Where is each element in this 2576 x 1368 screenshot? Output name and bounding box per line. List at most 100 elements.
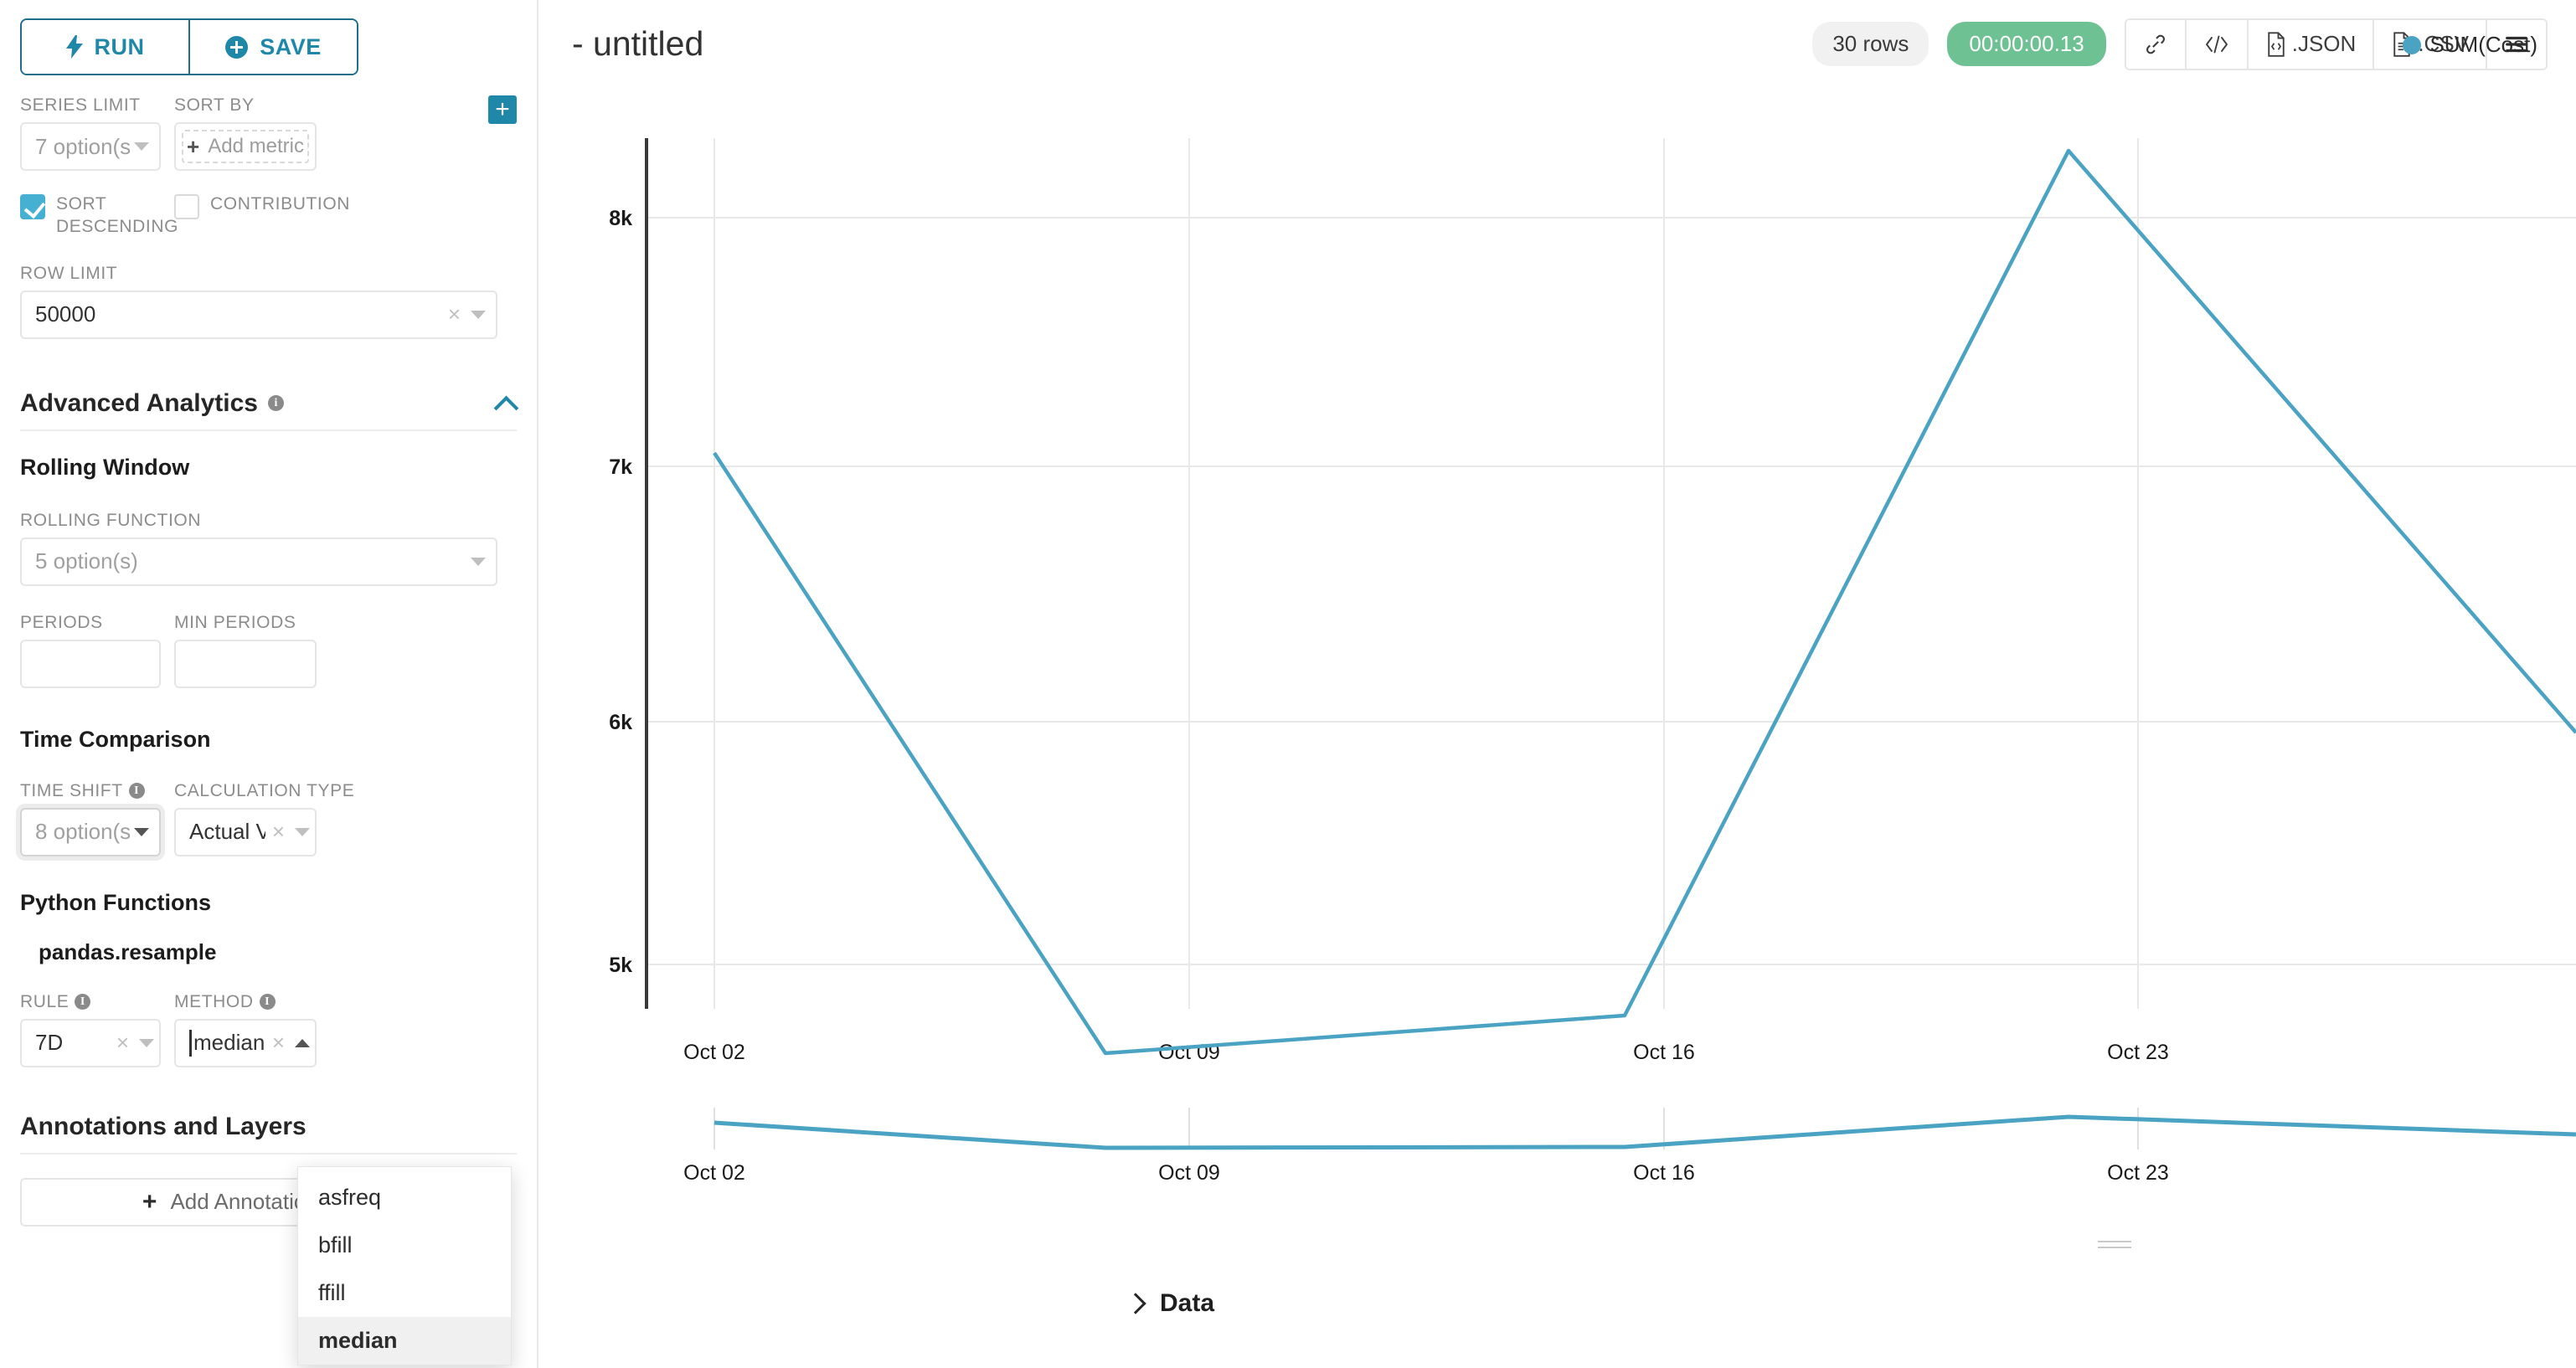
- download-csv-button[interactable]: .CSV: [2372, 19, 2486, 69]
- contribution-checkbox-group[interactable]: CONTRIBUTION: [174, 193, 350, 239]
- rule-label-text: RULE: [20, 991, 70, 1011]
- chevron-down-icon: [134, 827, 149, 836]
- annotations-header[interactable]: Annotations and Layers: [20, 1113, 517, 1155]
- advanced-analytics-title: Advanced Analytics: [20, 388, 258, 417]
- overview-x-tick-oct02: Oct 02: [683, 1161, 745, 1185]
- file-code-icon: [2268, 31, 2285, 57]
- periods-input[interactable]: [20, 639, 161, 688]
- method-label-text: METHOD: [174, 991, 254, 1011]
- rule-label: RULE i: [20, 992, 161, 1012]
- chevron-up-icon[interactable]: [495, 393, 517, 414]
- rolling-window-section: Rolling Window ROLLING FUNCTION 5 option…: [0, 455, 537, 688]
- duration-badge: 00:00:00.13: [1947, 22, 2106, 66]
- overview-x-tick-oct09: Oct 09: [1158, 1161, 1220, 1185]
- download-csv-label: .CSV: [2418, 31, 2469, 56]
- brush-resize-handle[interactable]: [2098, 1241, 2131, 1248]
- time-shift-select[interactable]: 8 option(s): [20, 807, 161, 856]
- rolling-function-value: 5 option(s): [35, 548, 138, 574]
- min-periods-field: MIN PERIODS: [174, 613, 317, 688]
- python-functions-title: Python Functions: [20, 889, 211, 915]
- calculation-type-value: Actual V...: [189, 819, 265, 845]
- clear-icon[interactable]: ×: [271, 819, 285, 845]
- overview-x-tick-labels: Oct 02 Oct 09 Oct 16 Oct 23: [683, 1161, 2169, 1185]
- y-tick-7k: 7k: [609, 455, 632, 479]
- run-save-button-group: RUN SAVE: [20, 18, 358, 75]
- row-limit-value: 50000: [35, 301, 96, 327]
- info-icon[interactable]: i: [259, 994, 276, 1011]
- row-limit-select[interactable]: 50000 ×: [20, 290, 497, 339]
- series-limit-field: SERIES LIMIT 7 option(s): [20, 95, 161, 171]
- method-select[interactable]: median ×: [174, 1018, 317, 1067]
- clear-icon[interactable]: ×: [116, 1030, 129, 1056]
- code-brackets-icon: [2205, 35, 2228, 53]
- horizontal-gridlines: [647, 217, 2576, 965]
- info-icon[interactable]: i: [128, 783, 145, 800]
- clear-icon[interactable]: ×: [447, 301, 461, 327]
- chevron-down-icon: [471, 310, 486, 319]
- overview-series-line: [714, 1114, 2576, 1150]
- y-axis-tick-labels: 8k 7k 6k 5k: [609, 207, 632, 977]
- calculation-type-label: CALCULATION TYPE: [174, 780, 355, 800]
- y-tick-6k: 6k: [609, 711, 632, 734]
- overview-brush-chart[interactable]: Oct 02 Oct 09 Oct 16 Oct 23: [538, 1101, 2576, 1218]
- method-field: METHOD i median ×: [174, 992, 317, 1067]
- chevron-down-icon: [471, 557, 486, 566]
- sort-descending-checkbox-group[interactable]: SORT DESCENDING: [20, 193, 178, 239]
- resample-row: RULE i 7D × METHOD i: [20, 992, 517, 1067]
- data-section-toggle[interactable]: Data: [1125, 1289, 1214, 1318]
- python-functions-section: Python Functions pandas.resample RULE i …: [0, 890, 537, 1067]
- download-json-label: .JSON: [2291, 31, 2357, 56]
- method-option-ffill[interactable]: ffill: [318, 1280, 346, 1305]
- advanced-analytics-header[interactable]: Advanced Analytics i: [20, 389, 517, 431]
- method-option-asfreq[interactable]: asfreq: [318, 1185, 382, 1210]
- annotations-title: Annotations and Layers: [20, 1112, 307, 1140]
- row-count-badge: 30 rows: [1812, 22, 1929, 66]
- chart-legend[interactable]: SUM(Cost): [2403, 32, 2537, 58]
- periods-label: PERIODS: [20, 612, 103, 632]
- data-section-label: Data: [1160, 1289, 1215, 1317]
- rule-select[interactable]: 7D ×: [20, 1018, 161, 1067]
- plus-icon: +: [142, 1187, 157, 1216]
- rolling-window-title: Rolling Window: [20, 454, 190, 480]
- legend-color-swatch: [2403, 35, 2422, 54]
- sort-by-add-metric-dropzone[interactable]: + Add metric: [174, 122, 317, 171]
- chevron-down-icon: [134, 142, 149, 151]
- contribution-label: CONTRIBUTION: [210, 194, 351, 213]
- pandas-resample-label: pandas.resample: [39, 939, 217, 964]
- clear-icon[interactable]: ×: [271, 1030, 285, 1056]
- periods-row: PERIODS MIN PERIODS: [20, 613, 517, 688]
- x-tick-oct16: Oct 16: [1633, 1041, 1695, 1064]
- info-icon[interactable]: i: [268, 395, 284, 412]
- more-menu-button[interactable]: [2486, 19, 2546, 69]
- rolling-function-select[interactable]: 5 option(s): [20, 537, 497, 586]
- method-option-bfill[interactable]: bfill: [318, 1232, 353, 1257]
- min-periods-input[interactable]: [174, 639, 317, 688]
- overview-gridlines: [714, 1108, 2139, 1149]
- hamburger-menu-icon: [2506, 36, 2527, 52]
- bolt-icon: [65, 35, 83, 59]
- rule-value: 7D: [35, 1030, 64, 1056]
- chart-area: - untitled 30 rows 00:00:00.13: [538, 0, 2576, 1368]
- line-chart-plot[interactable]: 8k 7k 6k 5k Oct 02 Oct 09 Oct 16 Oct 23: [538, 88, 2576, 1101]
- series-line-sum-cost[interactable]: [713, 148, 2576, 1056]
- contribution-checkbox[interactable]: [174, 194, 199, 219]
- periods-field: PERIODS: [20, 613, 161, 688]
- download-json-button[interactable]: .JSON: [2246, 19, 2373, 69]
- calculation-type-select[interactable]: Actual V... ×: [174, 807, 317, 856]
- info-icon[interactable]: i: [75, 994, 91, 1011]
- save-button-label: SAVE: [260, 33, 322, 59]
- run-button[interactable]: RUN: [22, 20, 188, 74]
- series-limit-select[interactable]: 7 option(s): [20, 122, 161, 171]
- method-dropdown-menu[interactable]: asfreq bfill ffill median: [297, 1166, 512, 1365]
- chevron-right-icon: [1125, 1293, 1146, 1314]
- chart-action-button-group: .JSON .CSV: [2124, 18, 2548, 70]
- time-comparison-title: Time Comparison: [20, 726, 211, 752]
- sort-descending-checkbox[interactable]: [20, 194, 45, 219]
- method-option-median[interactable]: median: [298, 1317, 511, 1365]
- save-button[interactable]: SAVE: [188, 20, 357, 74]
- view-query-button[interactable]: [2184, 19, 2247, 69]
- sort-by-label: SORT BY: [174, 95, 255, 115]
- add-sort-by-button[interactable]: +: [488, 95, 517, 124]
- share-link-button[interactable]: [2125, 19, 2185, 69]
